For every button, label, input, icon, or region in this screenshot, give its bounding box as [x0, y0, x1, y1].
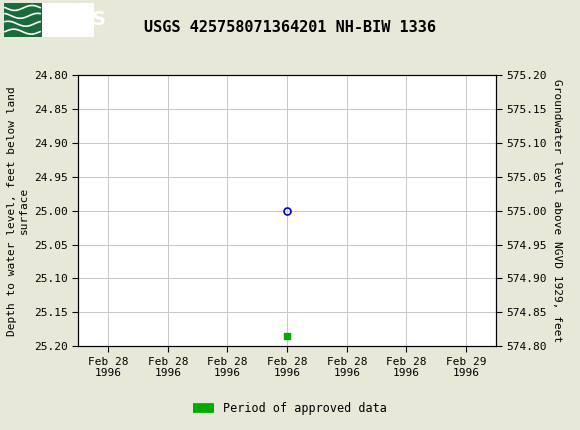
Legend: Period of approved data: Period of approved data [188, 397, 392, 420]
Bar [4, 3, 42, 37]
Y-axis label: Groundwater level above NGVD 1929, feet: Groundwater level above NGVD 1929, feet [552, 79, 563, 342]
Text: USGS: USGS [46, 10, 106, 29]
Y-axis label: Depth to water level, feet below land
surface: Depth to water level, feet below land su… [7, 86, 28, 335]
Text: USGS 425758071364201 NH-BIW 1336: USGS 425758071364201 NH-BIW 1336 [144, 21, 436, 35]
Bar [4, 3, 94, 37]
